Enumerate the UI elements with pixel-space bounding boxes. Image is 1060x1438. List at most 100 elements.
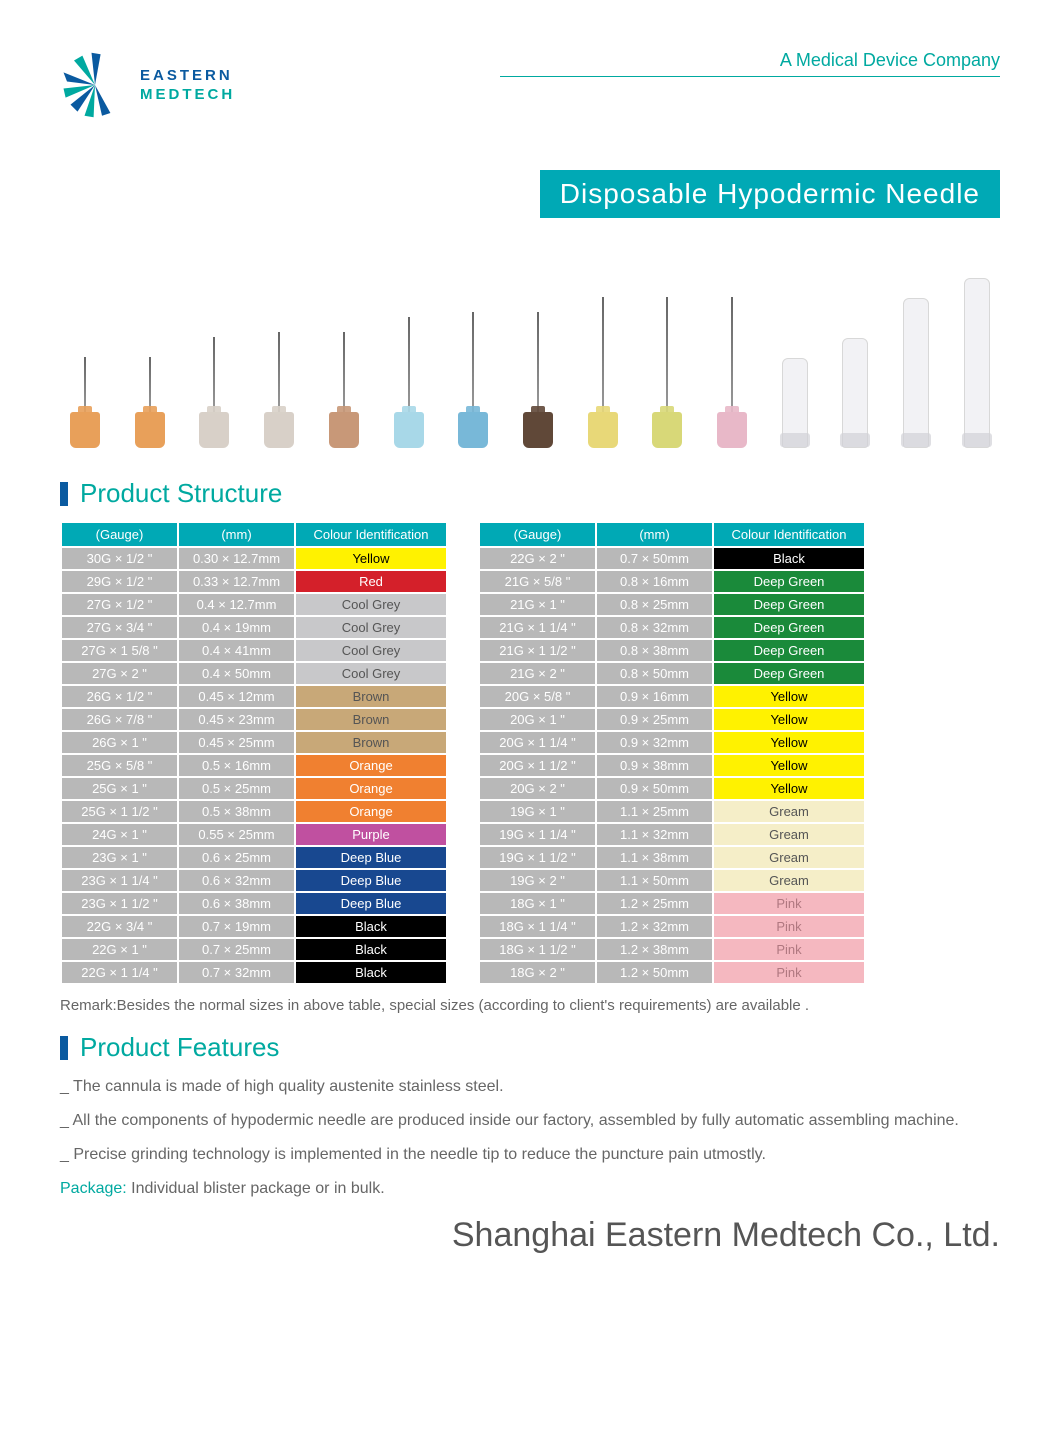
cell-colour: Pink [714, 893, 864, 914]
cell-gauge: 27G × 1/2 " [62, 594, 177, 615]
cell-mm: 0.5 × 38mm [179, 801, 294, 822]
cell-colour: Black [296, 939, 446, 960]
section-structure: Product Structure [60, 478, 1000, 509]
table-row: 23G × 1 1/4 "0.6 × 32mmDeep Blue [62, 870, 446, 891]
cell-gauge: 20G × 1 " [480, 709, 595, 730]
cell-mm: 0.9 × 38mm [597, 755, 712, 776]
table-row: 26G × 7/8 "0.45 × 23mmBrown [62, 709, 446, 730]
section-features: Product Features [60, 1032, 1000, 1063]
cell-gauge: 22G × 1 " [62, 939, 177, 960]
cell-colour: Yellow [714, 732, 864, 753]
cell-gauge: 25G × 1 " [62, 778, 177, 799]
cell-colour: Gream [714, 847, 864, 868]
cell-colour: Gream [714, 870, 864, 891]
cell-mm: 0.30 × 12.7mm [179, 548, 294, 569]
needle-item [458, 312, 488, 448]
cell-gauge: 19G × 1 1/4 " [480, 824, 595, 845]
cell-colour: Deep Green [714, 617, 864, 638]
table-row: 20G × 1 "0.9 × 25mmYellow [480, 709, 864, 730]
cell-colour: Purple [296, 824, 446, 845]
cell-mm: 0.4 × 19mm [179, 617, 294, 638]
cell-colour: Orange [296, 755, 446, 776]
table-row: 21G × 1 1/4 "0.8 × 32mmDeep Green [480, 617, 864, 638]
table-row: 18G × 1 "1.2 × 25mmPink [480, 893, 864, 914]
remark: Remark:Besides the normal sizes in above… [60, 997, 1000, 1014]
cell-gauge: 19G × 2 " [480, 870, 595, 891]
cell-gauge: 21G × 2 " [480, 663, 595, 684]
package-line: Package: Individual blister package or i… [60, 1177, 1000, 1201]
cell-colour: Yellow [296, 548, 446, 569]
table-row: 27G × 3/4 "0.4 × 19mmCool Grey [62, 617, 446, 638]
cell-gauge: 22G × 2 " [480, 548, 595, 569]
brand-line1: EASTERN [140, 66, 235, 86]
cell-mm: 0.5 × 25mm [179, 778, 294, 799]
feature-item: _ All the components of hypodermic needl… [60, 1109, 1000, 1133]
cell-mm: 0.45 × 12mm [179, 686, 294, 707]
package-label: Package: [60, 1180, 127, 1197]
logo: EASTERN MEDTECH [60, 50, 235, 120]
cell-mm: 0.45 × 25mm [179, 732, 294, 753]
cell-colour: Cool Grey [296, 617, 446, 638]
cell-colour: Cool Grey [296, 640, 446, 661]
table-row: 20G × 5/8 "0.9 × 16mmYellow [480, 686, 864, 707]
cell-mm: 1.1 × 50mm [597, 870, 712, 891]
cell-colour: Yellow [714, 686, 864, 707]
cell-gauge: 25G × 1 1/2 " [62, 801, 177, 822]
cell-gauge: 21G × 1 1/2 " [480, 640, 595, 661]
cell-gauge: 22G × 3/4 " [62, 916, 177, 937]
table-row: 20G × 1 1/4 "0.9 × 32mmYellow [480, 732, 864, 753]
table-row: 25G × 1 "0.5 × 25mmOrange [62, 778, 446, 799]
cell-mm: 0.6 × 38mm [179, 893, 294, 914]
needle-item [588, 297, 618, 448]
cell-gauge: 20G × 2 " [480, 778, 595, 799]
cell-gauge: 22G × 1 1/4 " [62, 962, 177, 983]
needle-cap [782, 358, 808, 448]
cell-mm: 0.6 × 32mm [179, 870, 294, 891]
cell-mm: 1.2 × 38mm [597, 939, 712, 960]
features-list: _ The cannula is made of high quality au… [60, 1075, 1000, 1201]
th-gauge: (Gauge) [62, 523, 177, 546]
cell-mm: 1.2 × 25mm [597, 893, 712, 914]
header: EASTERN MEDTECH A Medical Device Company [60, 50, 1000, 120]
cell-gauge: 25G × 5/8 " [62, 755, 177, 776]
cell-mm: 0.9 × 16mm [597, 686, 712, 707]
table-row: 19G × 1 "1.1 × 25mmGream [480, 801, 864, 822]
cell-gauge: 23G × 1 1/2 " [62, 893, 177, 914]
cell-colour: Black [296, 962, 446, 983]
cell-mm: 0.4 × 12.7mm [179, 594, 294, 615]
th-mm: (mm) [597, 523, 712, 546]
feature-item: _ The cannula is made of high quality au… [60, 1075, 1000, 1099]
cell-mm: 1.2 × 50mm [597, 962, 712, 983]
page-title: Disposable Hypodermic Needle [540, 170, 1000, 218]
cell-mm: 0.33 × 12.7mm [179, 571, 294, 592]
cell-colour: Orange [296, 778, 446, 799]
cell-gauge: 20G × 5/8 " [480, 686, 595, 707]
needle-item [329, 332, 359, 448]
cell-colour: Black [296, 916, 446, 937]
table-row: 26G × 1 "0.45 × 25mmBrown [62, 732, 446, 753]
table-row: 22G × 3/4 "0.7 × 19mmBlack [62, 916, 446, 937]
cell-colour: Pink [714, 962, 864, 983]
table-row: 30G × 1/2 "0.30 × 12.7mmYellow [62, 548, 446, 569]
cell-mm: 0.8 × 25mm [597, 594, 712, 615]
table-row: 27G × 1 5/8 "0.4 × 41mmCool Grey [62, 640, 446, 661]
cell-colour: Pink [714, 916, 864, 937]
cell-mm: 0.6 × 25mm [179, 847, 294, 868]
cell-gauge: 26G × 1 " [62, 732, 177, 753]
cell-mm: 0.9 × 25mm [597, 709, 712, 730]
needle-cap [903, 298, 929, 448]
cell-colour: Deep Blue [296, 870, 446, 891]
cell-mm: 0.4 × 50mm [179, 663, 294, 684]
cell-colour: Black [714, 548, 864, 569]
cell-gauge: 27G × 3/4 " [62, 617, 177, 638]
needle-item [70, 357, 100, 448]
needle-item [199, 337, 229, 448]
cell-mm: 0.8 × 50mm [597, 663, 712, 684]
cell-mm: 1.1 × 32mm [597, 824, 712, 845]
cell-gauge: 20G × 1 1/2 " [480, 755, 595, 776]
cell-mm: 0.55 × 25mm [179, 824, 294, 845]
needle-item [717, 297, 747, 448]
needle-item [135, 357, 165, 448]
cell-colour: Deep Green [714, 594, 864, 615]
cell-gauge: 30G × 1/2 " [62, 548, 177, 569]
